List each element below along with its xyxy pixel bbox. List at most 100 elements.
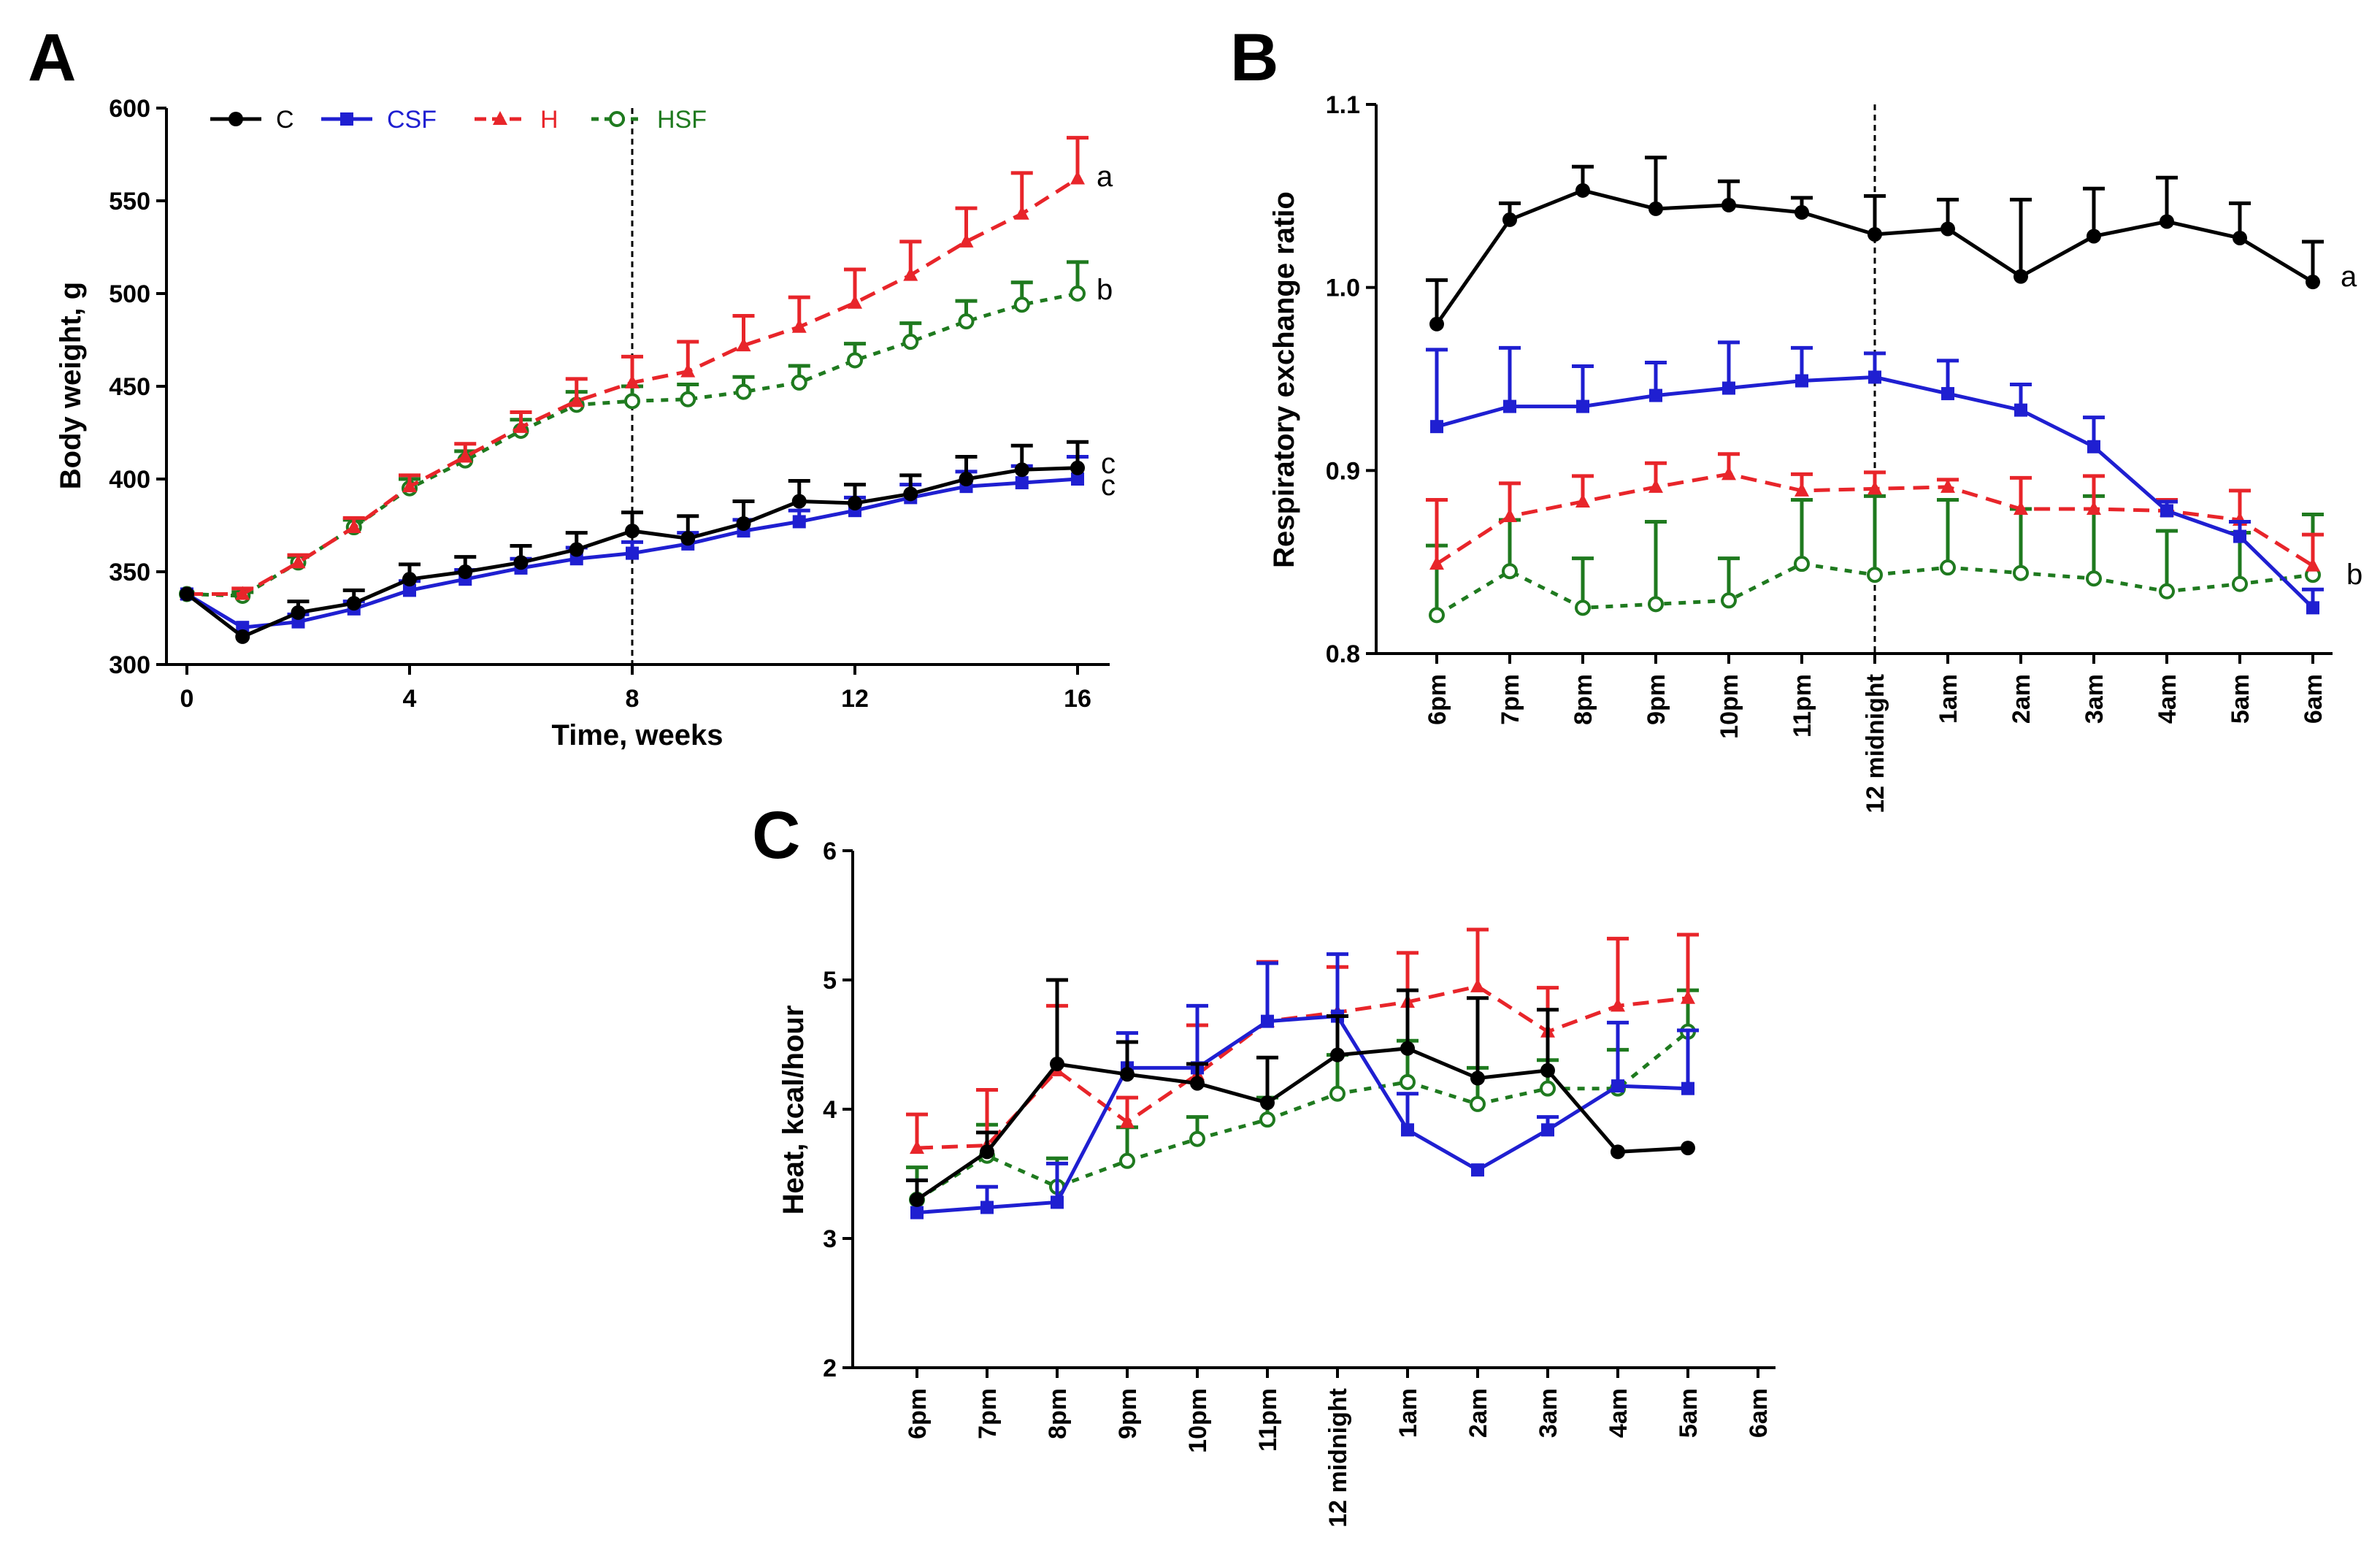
panel-b-x-tick-label: 6pm: [1424, 674, 1451, 725]
panel-c-x-tick-label: 12 midnight: [1324, 1388, 1352, 1528]
panel-c-point-h: [1681, 989, 1695, 1004]
panel-b-point-c: [1648, 201, 1663, 216]
panel-c-x-tick-label: 5am: [1675, 1388, 1703, 1438]
panel-a-y-tick-label: 500: [109, 280, 150, 308]
panel-b-point-csf: [1576, 399, 1589, 413]
panel-b-point-c: [2306, 275, 2320, 290]
panel-a-point-h: [625, 374, 640, 388]
panel-c-y-tick-label: 2: [823, 1355, 837, 1382]
panel-b-point-csf: [2087, 440, 2100, 453]
panel-b-point-csf: [1503, 399, 1516, 413]
panel-b-x-tick-label: 11pm: [1789, 674, 1816, 738]
panel-b-x-tick-label: 4am: [2154, 674, 2181, 724]
panel-b-series: [1426, 156, 2324, 624]
panel-a-point-c: [736, 516, 751, 531]
panel-a-point-hsf: [958, 313, 975, 330]
panel-a-point-h: [569, 393, 584, 407]
panel-c-x-tick-label: 4am: [1605, 1388, 1632, 1438]
panel-c-point-h: [1611, 997, 1625, 1012]
panel-c-point-c: [1681, 1141, 1695, 1156]
panel-a-point-c: [848, 496, 862, 511]
panel-a-point-c: [903, 486, 918, 502]
panel-c-line-csf: [916, 1014, 1689, 1215]
panel-a-point-c: [180, 586, 194, 602]
panel-a-point-c: [346, 596, 361, 611]
panel-a-point-c: [402, 572, 417, 587]
panel-b-point-h: [1575, 493, 1590, 508]
panel-c-series-c: [906, 978, 1695, 1207]
panel-c-y-tick-label: 3: [823, 1225, 837, 1253]
panel-c-point-c: [1330, 1047, 1345, 1062]
panel-a-point-h: [1070, 170, 1085, 185]
panel-c-point-csf: [980, 1200, 994, 1214]
panel-a-legend: C CSF H HSF: [210, 106, 707, 134]
panel-b-point-hsf: [2232, 575, 2248, 592]
legend-label-h: H: [540, 106, 558, 134]
panel-c-x-tick-label: 2am: [1465, 1388, 1492, 1438]
panel-b-chart: 0.8 0.9 1.0 1.1 6pm 7pm 8pm 9pm 10pm 11pm 12 midni…: [1268, 91, 2362, 813]
panel-c-point-csf: [1261, 1014, 1274, 1028]
panel-a-point-c: [959, 472, 974, 486]
panel-a-group-label-a: a: [1097, 161, 1113, 193]
panel-a-point-c: [235, 629, 250, 644]
panel-c-x-tick-label: 8pm: [1044, 1388, 1072, 1439]
panel-a-y-tick-label: 450: [109, 373, 150, 401]
panel-letter-c: C: [752, 798, 800, 873]
panel-b-point-csf: [1649, 388, 1662, 402]
panel-b-point-c: [1867, 226, 1882, 242]
panel-a-point-c: [1070, 460, 1085, 475]
panel-c-point-hsf: [1400, 1073, 1416, 1090]
panel-c-point-c: [980, 1144, 994, 1160]
panel-b-y-tick-label: 1.1: [1326, 91, 1360, 119]
panel-b-y-tick-label: 1.0: [1326, 275, 1360, 302]
panel-c-point-csf: [1541, 1123, 1554, 1137]
panel-b-point-hsf: [1502, 563, 1518, 580]
panel-b-point-hsf: [2159, 583, 2175, 600]
panel-b-point-c: [2087, 229, 2101, 244]
panel-b-point-c: [1502, 212, 1517, 227]
panel-a-point-hsf: [1070, 286, 1086, 302]
panel-b-point-hsf: [1940, 559, 1956, 576]
panel-c-point-csf: [1401, 1123, 1414, 1137]
legend-marker-hsf: [609, 111, 625, 127]
panel-c-point-h: [1120, 1114, 1135, 1128]
panel-c-line-hsf: [915, 1030, 1689, 1202]
panel-b-point-h: [1502, 508, 1517, 522]
panel-b-point-hsf: [1794, 556, 1810, 572]
panel-b-ylabel: Respiratory exchange ratio: [1268, 191, 1300, 568]
panel-b-point-csf: [2306, 601, 2319, 615]
panel-a-point-h: [346, 519, 361, 534]
panel-a-point-hsf: [680, 391, 696, 407]
panel-c-point-csf: [910, 1206, 924, 1219]
panel-b-point-csf: [2233, 529, 2246, 543]
panel-a-xlabel: Time, weeks: [552, 719, 723, 751]
panel-a-x-tick-label: 16: [1064, 685, 1091, 713]
panel-a-point-h: [235, 586, 250, 600]
panel-c-x-tick-label: 1am: [1394, 1388, 1422, 1438]
panel-b-y-tick-label: 0.8: [1326, 640, 1360, 668]
panel-a-x-tick-label: 12: [841, 685, 869, 713]
panel-b-point-c: [2014, 269, 2028, 284]
panel-a-point-hsf: [791, 374, 807, 391]
panel-b-x-tick-label: 3am: [2081, 674, 2108, 724]
panel-b-point-csf: [1941, 387, 1954, 401]
panel-b-y-tick-label: 0.9: [1326, 457, 1360, 485]
panel-a-point-hsf: [624, 393, 640, 410]
panel-b-point-h: [1867, 480, 1882, 495]
panel-b-point-csf: [1722, 381, 1735, 395]
panel-b-group-label-b: b: [2346, 559, 2362, 591]
panel-a-y-tick-label: 350: [109, 559, 150, 586]
panel-b-x-tick-label: 6am: [2300, 674, 2327, 724]
panel-a-series-c: [180, 440, 1089, 644]
panel-a-point-hsf: [735, 383, 752, 400]
panel-a-ylabel: Body weight, g: [55, 282, 87, 489]
panel-c-point-c: [1050, 1057, 1064, 1072]
panel-c-point-c: [1190, 1076, 1205, 1091]
legend-label-hsf: HSF: [657, 106, 707, 134]
panel-c-x-tick-label: 11pm: [1254, 1388, 1282, 1452]
panel-c-x-tick-label: 7pm: [974, 1388, 1002, 1439]
panel-b-point-c: [2160, 214, 2174, 229]
panel-a-point-h: [402, 478, 417, 493]
panel-c-x-tick-label: 9pm: [1114, 1388, 1142, 1439]
panel-a-point-c: [513, 555, 529, 570]
